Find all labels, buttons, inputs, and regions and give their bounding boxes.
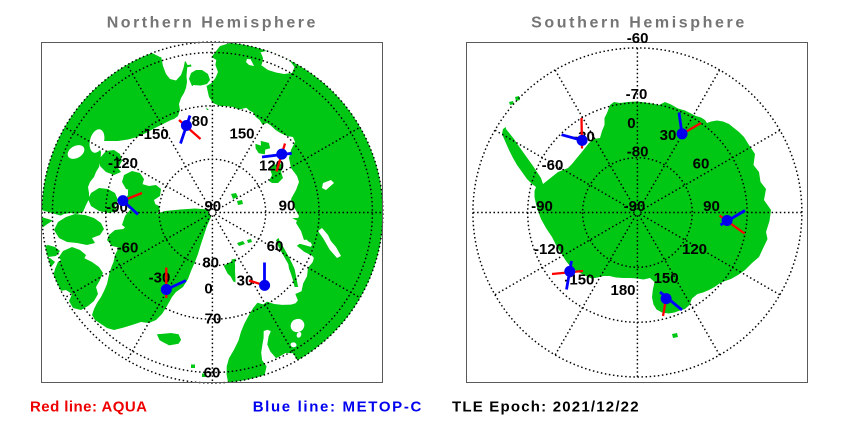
svg-text:90: 90 bbox=[279, 197, 296, 214]
svg-text:0: 0 bbox=[627, 115, 635, 132]
svg-text:Southern Hemisphere: Southern Hemisphere bbox=[531, 15, 747, 32]
svg-text:60: 60 bbox=[267, 238, 284, 255]
svg-text:30: 30 bbox=[237, 272, 254, 289]
svg-text:Northern Hemisphere: Northern Hemisphere bbox=[107, 15, 318, 32]
svg-text:-60: -60 bbox=[117, 240, 139, 257]
svg-text:-120: -120 bbox=[108, 155, 138, 172]
svg-text:150: 150 bbox=[229, 125, 254, 142]
svg-text:60: 60 bbox=[693, 155, 710, 172]
svg-text:90: 90 bbox=[703, 198, 720, 215]
svg-text:90: 90 bbox=[204, 198, 221, 215]
svg-text:30: 30 bbox=[660, 127, 677, 144]
svg-text:-60: -60 bbox=[542, 157, 564, 174]
svg-text:Blue line: METOP-C: Blue line: METOP-C bbox=[253, 399, 423, 416]
svg-text:-70: -70 bbox=[626, 86, 648, 103]
svg-text:-80: -80 bbox=[627, 144, 649, 161]
svg-text:80: 80 bbox=[192, 113, 209, 130]
svg-text:-90: -90 bbox=[624, 198, 646, 215]
svg-text:150: 150 bbox=[654, 270, 679, 287]
svg-text:70: 70 bbox=[205, 310, 222, 327]
svg-text:Red line: AQUA: Red line: AQUA bbox=[30, 399, 147, 416]
svg-text:0: 0 bbox=[204, 280, 212, 297]
svg-text:80: 80 bbox=[202, 255, 219, 272]
svg-text:-120: -120 bbox=[534, 241, 564, 258]
svg-text:TLE Epoch: 2021/12/22: TLE Epoch: 2021/12/22 bbox=[452, 399, 640, 416]
svg-text:180: 180 bbox=[610, 282, 635, 299]
svg-text:60: 60 bbox=[204, 364, 221, 381]
svg-text:-90: -90 bbox=[531, 198, 553, 215]
svg-text:120: 120 bbox=[682, 241, 707, 258]
svg-text:-60: -60 bbox=[627, 30, 649, 47]
svg-text:-30: -30 bbox=[149, 269, 171, 286]
svg-text:-150: -150 bbox=[139, 126, 169, 143]
